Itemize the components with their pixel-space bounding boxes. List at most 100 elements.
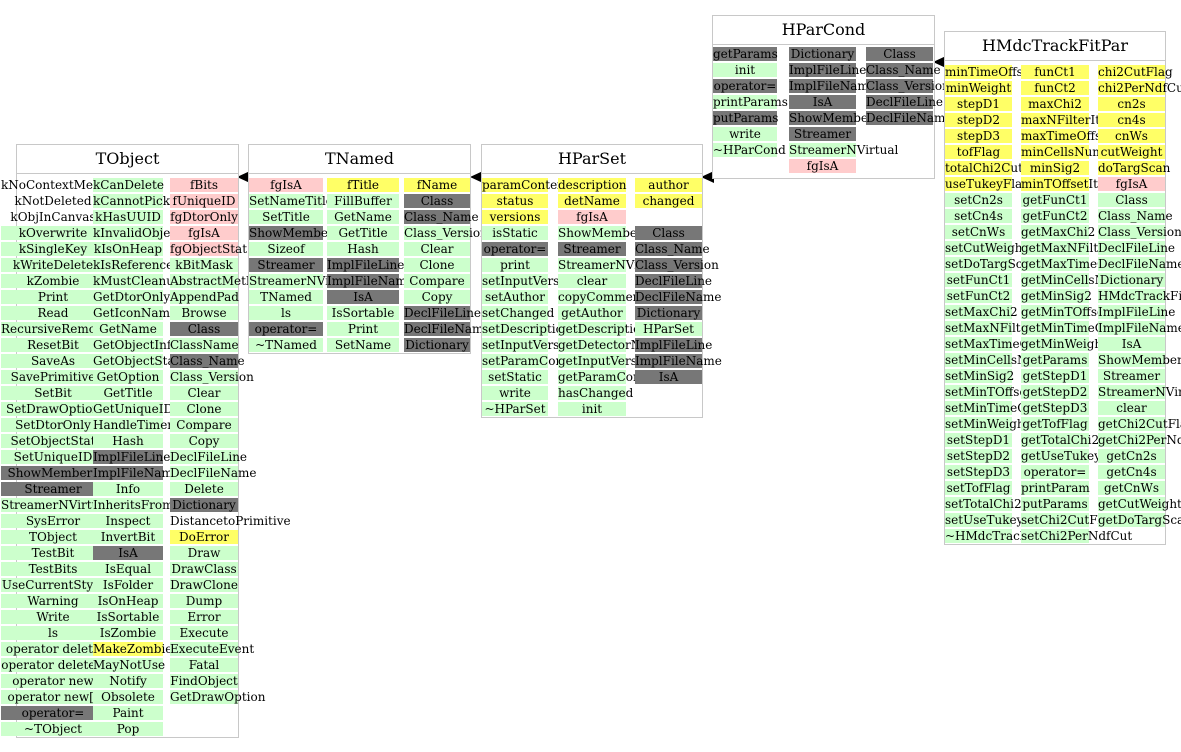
tobject-col-2: kCanDelete kCannotPick kHasUUID kInvalidObj… [93,178,182,738]
tobject-member: ImplFileName [93,466,180,480]
hparcond-member: ImplFileName [789,79,876,93]
hparset-member: detName [558,194,626,208]
tobject-member: HandleTimer [93,418,174,432]
hparcond-member: Class_Name [866,63,941,77]
tobject-member: DistancetoPrimitive [170,514,291,528]
tobject-member: operator new [1,674,105,688]
tobject-member: Clone [170,402,238,416]
tobject-member: kObjInCanvas [10,210,96,224]
tnamed-member: Copy [404,290,470,304]
hmdctrackfitpar-member: getMaxTimeOffset [1021,257,1134,271]
hmdctrackfitpar-col-2: funCt1 funCt2 maxChi2 maxNFilterIter maxTime… [1021,65,1134,545]
tobject-member: SysError [1,514,105,528]
tobject-member: operator= [1,706,105,720]
tnamed-member: IsSortable [327,306,399,320]
hmdctrackfitpar-member: getMinCellsNum [1021,273,1125,287]
hparset-member: setParamContext [482,354,587,368]
tobject-member: Class_Version [170,370,254,384]
tobject-member: Pop [93,722,163,736]
hmdctrackfitpar-member: printParam [1021,481,1090,495]
hparset-member: ~HParSet [482,402,548,416]
hparcond-col-2: Dictionary ImplFileLine ImplFileName IsA Sho… [789,47,898,175]
tobject-member: GetObjectInfo [93,338,179,352]
tobject-member: GetDrawOption [170,690,266,704]
hmdctrackfitpar-member: getStepD1 [1021,369,1089,383]
hmdctrackfitpar-member: setChi2CutFlag [1021,513,1117,527]
hmdctrackfitpar-member: totalChi2Cut [945,161,1023,175]
tobject-member: AppendPad [170,290,239,304]
hmdctrackfitpar-member: putParams [1021,497,1089,511]
hmdctrackfitpar-col-1: minTimeOffset minWeight stepD1 stepD2 stepD3… [945,65,1065,545]
hparcond-member: putParams [713,111,779,125]
tobject-member: Read [1,306,105,320]
hmdctrackfitpar-member: setCn4s [945,209,1012,223]
hmdctrackfitpar-member: ImplFileLine [1098,305,1176,319]
tobject-member: IsA [93,546,163,560]
tobject-member: Clear [170,386,238,400]
tobject-member: Dump [170,594,238,608]
hmdctrackfitpar-member: setFunCt2 [945,289,1012,303]
class-title-hparcond: HParCond [713,16,934,45]
arrowhead-tobject [237,171,250,183]
hmdctrackfitpar-member: getMinSig2 [1021,289,1092,303]
hmdctrackfitpar-member: getStepD3 [1021,401,1089,415]
tobject-member: Info [93,482,163,496]
class-box-hparset: HParSet paramContext status versions isStat… [481,144,722,418]
hparset-member: versions [482,210,548,224]
hmdctrackfitpar-member: setFunCt1 [945,273,1012,287]
tobject-member: IsOnHeap [93,594,163,608]
hmdctrackfitpar-member: HMdcTrackFitPar [1098,289,1181,303]
hparset-member: HParSet [635,322,702,336]
tobject-member: SetDrawOption [1,402,105,416]
class-title-hmdctrackfitpar: HMdcTrackFitPar [945,32,1165,61]
tobject-member: SaveAs [1,354,105,368]
hparset-member: ShowMembers [558,226,649,240]
tobject-member: TObject [1,530,105,544]
hparset-member: DeclFileLine [635,274,713,288]
hparset-col-3: author changed Class Class_Name Class_Versio… [635,178,722,386]
hparcond-member: Class_Version [866,79,950,93]
class-box-hmdctrackfitpar: HMdcTrackFitPar minTimeOffset minWeight st… [944,31,1181,545]
tobject-member: DoError [170,530,238,544]
hparset-member: setStatic [482,370,548,384]
hparset-member: getInputVersion [558,354,656,368]
tobject-member: Class_Name [170,354,245,368]
class-box-tobject: TObject kNoContextMenu kNotDeleted kObjInC… [1,144,291,738]
hmdctrackfitpar-member: setCnWs [945,225,1012,239]
tobject-member: SetBit [1,386,105,400]
hparset-member: Class [635,226,702,240]
hmdctrackfitpar-member: setMinSig2 [945,369,1015,383]
hmdctrackfitpar-member: getDoTargScan [1098,513,1181,527]
tobject-member: ClassName [170,338,239,352]
tobject-member: kIsOnHeap [93,242,163,256]
tobject-member: kMustCleanup [93,274,182,288]
hmdctrackfitpar-member: getMinWeight [1021,337,1107,351]
hmdctrackfitpar-member: doTargScan [1098,161,1171,175]
tnamed-member: FillBuffer [327,194,399,208]
hmdctrackfitpar-member: setTofFlag [945,481,1012,495]
hparset-member: getDescription [558,322,649,336]
tnamed-member: TNamed [249,290,323,304]
hmdctrackfitpar-member: getCn4s [1098,465,1165,479]
tobject-member: AbstractMethod [170,274,269,288]
hparset-member: author [635,178,702,192]
hmdctrackfitpar-member: getCutWeight [1098,497,1181,511]
hmdctrackfitpar-member: maxChi2 [1021,97,1089,111]
tobject-member: MakeZombie [93,642,173,656]
hmdctrackfitpar-member: setMaxTimeOffset [945,337,1057,351]
hparcond-member: operator= [713,79,777,93]
hparset-member: IsA [635,370,702,384]
hparset-member: ImplFileName [635,354,722,368]
tobject-member: fgDtorOnly [170,210,238,224]
tobject-member: Streamer [1,482,105,496]
tobject-member: GetName [93,322,163,336]
hmdctrackfitpar-member: getUseTukeyFlag [1021,449,1128,463]
hparcond-member: getParams [713,47,778,61]
tobject-member: IsEqual [93,562,163,576]
hmdctrackfitpar-member: IsA [1098,337,1165,351]
hmdctrackfitpar-member: setMinCellsNum [945,353,1047,367]
hmdctrackfitpar-member: cutWeight [1098,145,1165,159]
hparcond-member: ImplFileLine [789,63,867,77]
tobject-member: SavePrimitive [1,370,105,384]
